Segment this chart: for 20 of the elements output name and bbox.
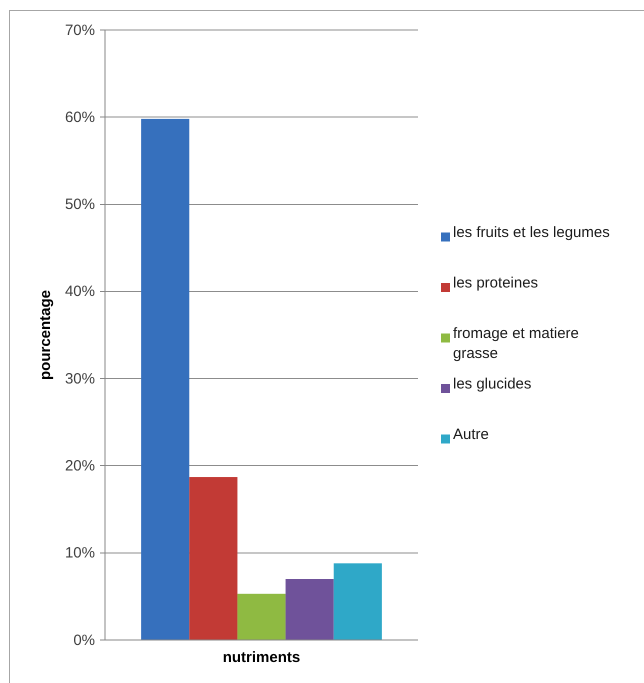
legend-label: les proteines: [453, 274, 538, 292]
y-tick-label: 30%: [64, 370, 95, 388]
bar: [141, 118, 190, 640]
y-tick-label: 10%: [64, 544, 95, 562]
x-axis-title: nutriments: [222, 649, 300, 666]
y-tick-label: 50%: [64, 196, 95, 214]
y-tick-label: 40%: [64, 283, 95, 300]
y-tick-label: 0%: [73, 632, 95, 649]
legend-label: les fruits et les legumes: [453, 224, 610, 241]
bar: [189, 477, 238, 640]
legend-label: les glucides: [453, 376, 532, 392]
y-tick-label: 70%: [64, 22, 95, 39]
legend-label: fromage et matiere grasse: [453, 325, 579, 362]
bar: [334, 563, 382, 640]
bar: [286, 579, 334, 640]
y-tick-label: 60%: [64, 108, 95, 126]
legend-label: Autre: [453, 426, 489, 443]
bar: [237, 594, 286, 640]
y-axis-title: pourcentage: [37, 290, 54, 380]
y-tick-label: 20%: [64, 458, 95, 475]
